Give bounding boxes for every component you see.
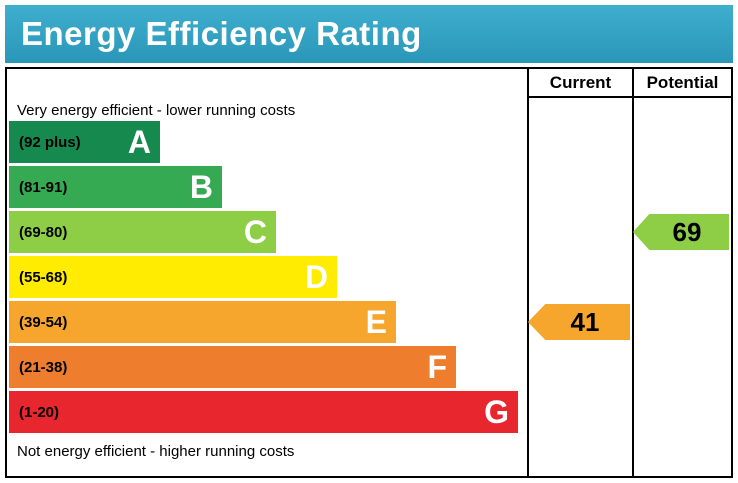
band-letter: B <box>189 169 213 205</box>
band-range-label: (21-38) <box>19 358 68 376</box>
rating-bands: (92 plus) A (81-91) B (69-80) C (55-68) … <box>9 121 518 436</box>
current-rating-pointer: 41 <box>528 304 630 340</box>
band-letter: F <box>427 349 447 385</box>
potential-rating-value: 69 <box>672 216 702 247</box>
band-range-label: (1-20) <box>19 403 60 421</box>
band-range-label: (39-54) <box>19 313 68 331</box>
column-header-current: Current <box>549 73 612 92</box>
band-row-d: (55-68) D <box>9 256 337 298</box>
potential-column-divider <box>632 69 634 476</box>
band-row-a: (92 plus) A <box>9 121 160 163</box>
band-row-f: (21-38) F <box>9 346 456 388</box>
band-row-b: (81-91) B <box>9 166 222 208</box>
band-letter: G <box>484 394 509 430</box>
page-title: Energy Efficiency Rating <box>5 5 733 63</box>
band-row-g: (1-20) G <box>9 391 518 433</box>
band-range-label: (69-80) <box>19 223 68 241</box>
top-note: Very energy efficient - lower running co… <box>17 102 296 119</box>
band-letter: D <box>304 259 328 295</box>
band-row-c: (69-80) C <box>9 211 276 253</box>
column-header-underline <box>527 96 731 98</box>
band-letter: A <box>127 124 151 160</box>
potential-rating-pointer: 69 <box>633 214 729 250</box>
epc-chart: Current Potential Very energy efficient … <box>5 67 733 478</box>
band-row-e: (39-54) E <box>9 301 396 343</box>
band-range-label: (81-91) <box>19 178 68 196</box>
current-rating-value: 41 <box>570 306 600 337</box>
band-letter: E <box>365 304 387 340</box>
bottom-note: Not energy efficient - higher running co… <box>17 443 295 460</box>
band-range-label: (92 plus) <box>19 133 81 151</box>
band-letter: C <box>243 214 267 250</box>
current-column-divider <box>527 69 529 476</box>
band-range-label: (55-68) <box>19 268 68 286</box>
column-header-potential: Potential <box>646 73 719 92</box>
